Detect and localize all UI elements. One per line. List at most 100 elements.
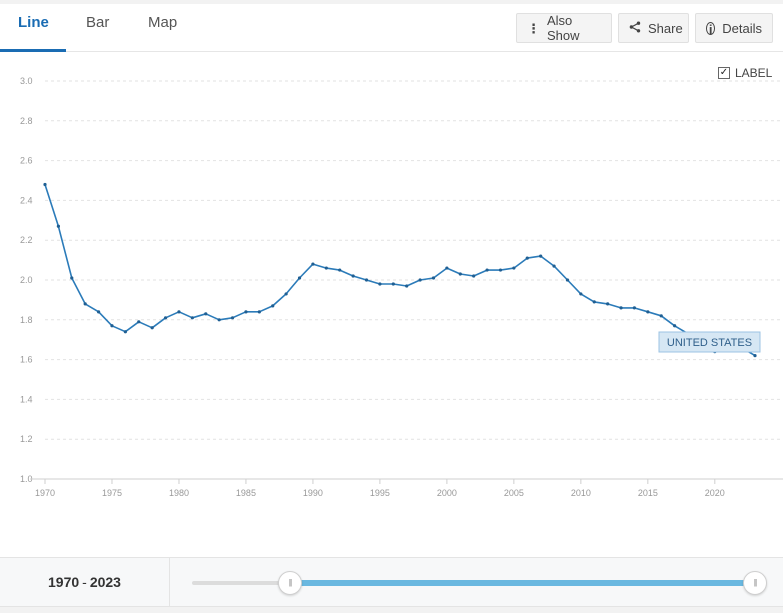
line-chart: 1.0 1.2 1.4 1.6 1.8 2.0 2.2 2.4 2.6 2.8 3.0 1970 197… — [20, 76, 783, 498]
y-tick-label: 3.0 — [20, 76, 33, 86]
data-point — [163, 316, 168, 320]
share-label: Share — [648, 20, 683, 36]
tab-map[interactable]: Map — [148, 14, 178, 31]
series-label: UNITED STATES — [667, 337, 752, 349]
x-tick-label: 2010 — [571, 488, 591, 498]
range-end-handle[interactable]: ||| — [743, 571, 767, 595]
data-point — [110, 324, 114, 328]
data-point — [632, 306, 637, 310]
data-point — [458, 272, 462, 276]
data-point — [619, 306, 623, 310]
range-label: 1970-2023 — [0, 558, 170, 606]
share-button[interactable]: Share — [618, 13, 689, 43]
y-tick-label: 2.0 — [20, 275, 33, 285]
details-button[interactable]: i Details — [695, 13, 773, 43]
data-point — [673, 324, 677, 328]
data-point — [351, 274, 355, 278]
data-point — [338, 268, 342, 272]
also-show-label: Also Show — [547, 13, 580, 43]
vertical-dots-icon: ⋮ — [527, 20, 540, 36]
range-slider-fill — [290, 580, 755, 586]
x-tick-label: 2020 — [705, 488, 725, 498]
data-point — [137, 320, 141, 324]
info-icon: i — [706, 21, 716, 36]
data-point — [284, 292, 288, 296]
data-point — [204, 312, 208, 316]
data-point — [525, 256, 529, 260]
x-tick-label: 1975 — [102, 488, 122, 498]
data-point — [753, 354, 757, 358]
x-tick-label: 1985 — [236, 488, 256, 498]
y-tick-label: 1.2 — [20, 434, 33, 444]
data-point — [364, 278, 369, 282]
data-point — [606, 302, 610, 306]
data-point — [498, 268, 503, 272]
series-line — [44, 184, 756, 357]
data-point — [592, 300, 596, 304]
data-point — [244, 310, 248, 314]
data-point — [123, 330, 127, 334]
data-point — [445, 266, 449, 270]
data-point — [579, 292, 583, 296]
x-tick-label: 2015 — [638, 488, 658, 498]
active-tab-indicator — [0, 49, 66, 52]
y-tick-label: 1.8 — [20, 315, 33, 325]
x-tick-label: 2005 — [504, 488, 524, 498]
data-point — [405, 284, 409, 288]
data-point — [539, 254, 543, 258]
data-point — [324, 266, 328, 270]
range-end: 2023 — [89, 574, 121, 590]
data-point — [659, 314, 663, 318]
x-tick-label: 1990 — [303, 488, 323, 498]
data-point — [230, 316, 235, 320]
data-point — [297, 276, 302, 280]
top-toolbar: Line Bar Map ⋮ Also Show Share i Details — [0, 0, 783, 52]
data-point — [70, 276, 74, 280]
data-point — [418, 278, 422, 282]
share-icon — [629, 21, 641, 35]
data-point — [177, 310, 181, 314]
data-point — [431, 276, 436, 280]
data-point — [646, 310, 650, 314]
series-label-box — [658, 331, 761, 353]
y-tick-label: 1.4 — [20, 394, 33, 404]
tab-line[interactable]: Line — [18, 14, 49, 31]
data-point — [217, 318, 221, 322]
y-tick-label: 2.2 — [20, 235, 33, 245]
y-tick-label: 1.0 — [20, 474, 33, 484]
data-point — [512, 266, 516, 270]
label-toggle[interactable]: ✓ LABEL — [718, 66, 772, 80]
bottom-strip — [0, 607, 783, 613]
data-point — [83, 302, 87, 306]
label-toggle-text: LABEL — [735, 66, 773, 80]
data-point — [257, 310, 261, 314]
data-point — [190, 316, 194, 320]
data-point — [552, 264, 556, 268]
data-point — [56, 224, 60, 228]
data-point — [485, 268, 489, 272]
time-range-bar: 1970-2023 ||| ||| — [0, 557, 783, 607]
details-label: Details — [722, 20, 762, 36]
tab-bar[interactable]: Bar — [86, 14, 110, 31]
y-tick-label: 2.4 — [20, 195, 33, 205]
data-point — [565, 278, 570, 282]
y-tick-label: 2.6 — [20, 156, 33, 166]
data-point — [150, 326, 154, 330]
range-separator: - — [82, 574, 87, 590]
data-point — [271, 304, 275, 308]
data-point — [378, 282, 382, 286]
x-tick-label: 1980 — [169, 488, 189, 498]
data-point — [311, 262, 315, 266]
x-tick-label: 1970 — [35, 488, 55, 498]
data-point — [43, 182, 47, 187]
y-tick-label: 2.8 — [20, 116, 33, 126]
range-start: 1970 — [48, 574, 80, 590]
label-checkbox[interactable]: ✓ — [718, 67, 730, 79]
y-tick-label: 1.6 — [20, 355, 33, 365]
data-point — [472, 274, 476, 278]
x-tick-label: 2000 — [437, 488, 457, 498]
also-show-button[interactable]: ⋮ Also Show — [516, 13, 612, 43]
x-tick-label: 1995 — [370, 488, 390, 498]
range-start-handle[interactable]: ||| — [278, 571, 302, 595]
data-point — [391, 282, 395, 286]
